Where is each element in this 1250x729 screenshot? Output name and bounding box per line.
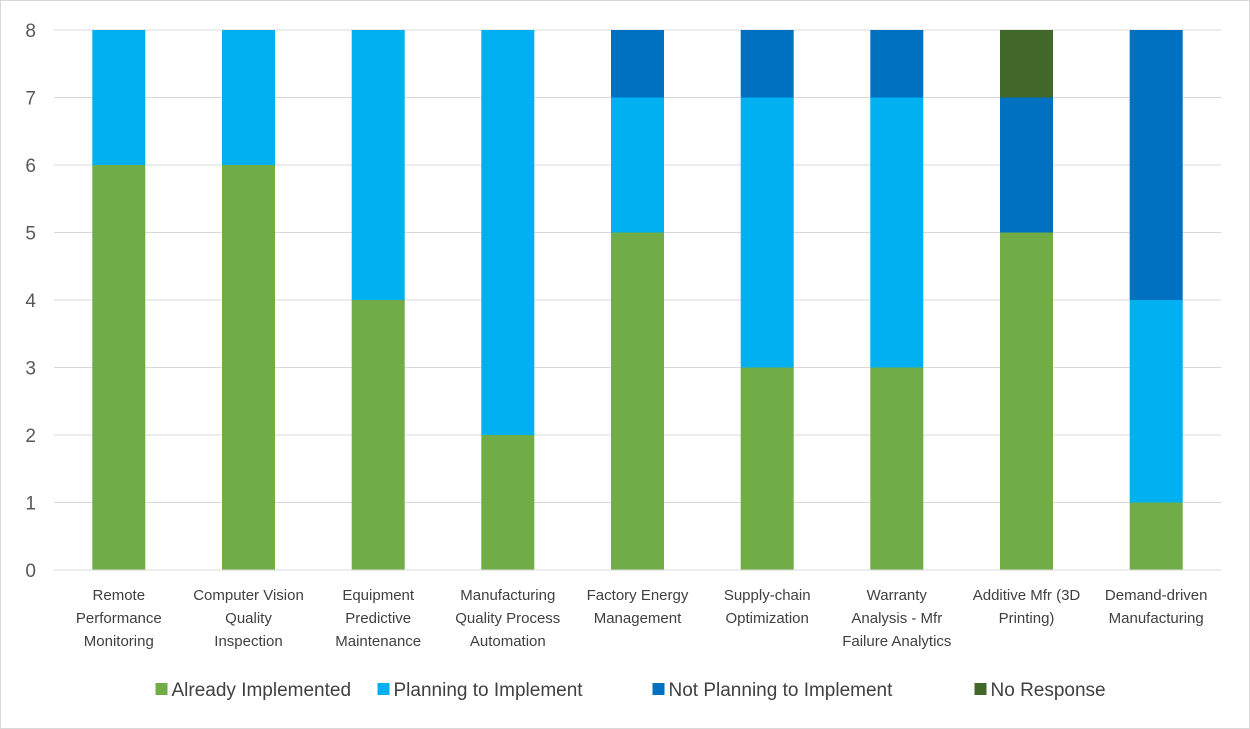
x-tick-label: Failure Analytics (842, 633, 951, 650)
y-tick-label: 4 (25, 291, 36, 312)
bar-segment (1000, 232, 1053, 570)
bar-segment (222, 30, 275, 165)
bar-segment (92, 30, 146, 165)
x-tick-label: Automation (470, 633, 546, 650)
bar-segment (1129, 502, 1183, 570)
legend-item: Not Planning to Implement (652, 680, 894, 701)
x-tick-label: Supply-chain (724, 587, 811, 604)
y-tick-label: 8 (25, 21, 36, 42)
x-tick-label: Manufacturing (460, 587, 555, 604)
y-tick-label: 2 (25, 426, 36, 447)
bar-segment (481, 435, 535, 570)
x-tick-label: Computer Vision (193, 587, 304, 604)
x-tick-label: Management (594, 610, 682, 627)
legend-swatch (155, 683, 168, 695)
x-tick-label: Additive Mfr (3D (973, 587, 1081, 604)
bar-segment (1129, 30, 1183, 300)
bar-segment (740, 97, 794, 368)
bar-segment (740, 30, 794, 98)
legend-swatch (974, 683, 987, 695)
legend-swatch (377, 683, 390, 695)
y-tick-label: 3 (25, 359, 36, 380)
legend-label: Not Planning to Implement (669, 680, 894, 701)
legend-item: Already Implemented (155, 680, 352, 701)
bar-segment (611, 97, 664, 233)
bar-segment (481, 30, 535, 435)
bar-segment (92, 165, 146, 570)
x-tick-label: Quality Process (455, 610, 560, 627)
x-axis: Remote Performance Monitoring Computer Visi… (54, 569, 1221, 650)
legend-item: Planning to Implement (377, 680, 584, 701)
x-tick-label: Printing) (999, 610, 1055, 627)
bar-segment (1000, 97, 1053, 233)
x-tick-label: Quality (225, 610, 272, 627)
bar-segment (870, 367, 924, 570)
y-tick-label: 6 (25, 156, 36, 177)
x-tick-label: Monitoring (84, 633, 154, 650)
x-tick-label: Remote (93, 587, 146, 604)
legend: Already Implemented Planning to Implement… (155, 680, 1106, 701)
x-tick-label: Manufacturing (1109, 610, 1204, 627)
legend-item: No Response (974, 680, 1106, 701)
legend-label: Already Implemented (172, 680, 352, 701)
bar-segment (740, 367, 794, 570)
legend-swatch (652, 683, 665, 695)
bar-segment (351, 30, 405, 300)
y-tick-label: 5 (25, 224, 36, 245)
bar-segment (870, 30, 924, 98)
bar-segment (351, 300, 405, 570)
x-tick-label: Factory Energy (587, 587, 689, 604)
x-tick-label: Equipment (342, 587, 415, 604)
bar-segment (222, 165, 275, 570)
y-tick-label: 1 (25, 494, 36, 515)
x-tick-label: Predictive (345, 610, 411, 627)
y-axis: 0 1 2 3 4 5 6 7 8 (25, 21, 36, 582)
x-tick-label: Demand-driven (1105, 587, 1208, 604)
legend-label: Planning to Implement (394, 680, 584, 701)
bar-segment (870, 97, 924, 368)
x-tick-label: Analysis - Mfr (851, 610, 942, 627)
x-tick-label: Inspection (214, 633, 282, 650)
x-tick-label: Warranty (867, 587, 928, 604)
bar-segment (611, 30, 664, 98)
bar-segment (1000, 30, 1053, 98)
x-tick-label: Performance (76, 610, 162, 627)
legend-label: No Response (991, 680, 1106, 701)
y-tick-label: 7 (25, 89, 36, 110)
y-tick-label: 0 (25, 561, 36, 582)
bar-segment (611, 232, 664, 570)
bars (92, 30, 1183, 570)
x-tick-label: Maintenance (335, 633, 421, 650)
x-tick-label: Optimization (726, 610, 809, 627)
bar-segment (1129, 300, 1183, 503)
